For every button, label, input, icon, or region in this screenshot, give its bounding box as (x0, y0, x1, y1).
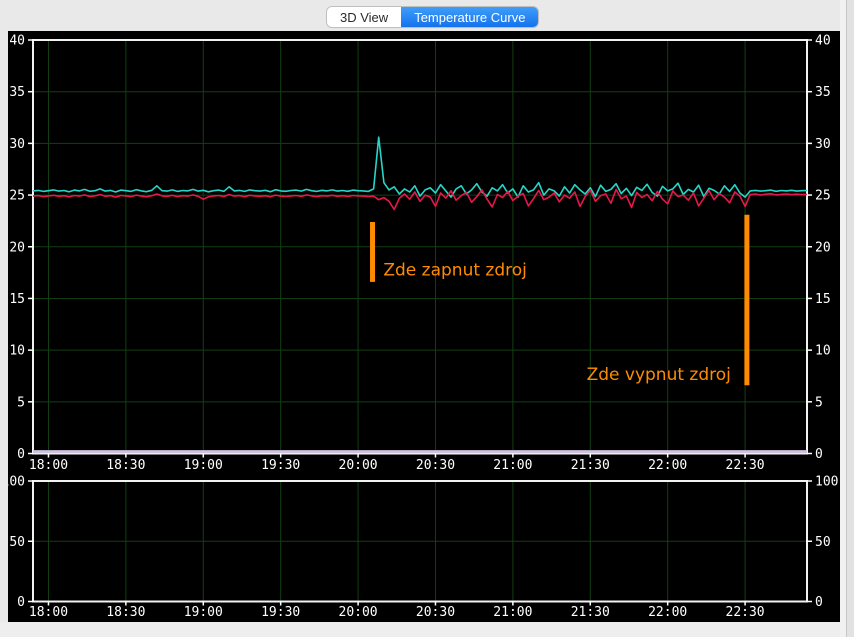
x-axis-label: 20:30 (416, 458, 455, 473)
y-axis-label-right: 0 (815, 595, 823, 610)
y-axis-label-right: 100 (815, 475, 838, 490)
view-tab-control: 3D View Temperature Curve (327, 7, 539, 27)
temperature-plot-svg: 0 0 5 5 10 10 15 15 20 20 25 25 30 30 35 35 40 40 18:00 18:… (8, 34, 838, 621)
y-axis-label-right: 50 (815, 535, 831, 550)
y-axis-label-left: 0 (17, 447, 25, 462)
y-axis-label-right: 30 (815, 137, 831, 152)
x-axis-label: 22:30 (726, 458, 765, 473)
y-axis-label-left: 20 (9, 240, 25, 255)
y-axis-label-left: 15 (9, 292, 25, 307)
y-axis-label-left: 100 (8, 475, 25, 490)
y-axis-label-left: 5 (17, 395, 25, 410)
y-axis-label-right: 15 (815, 292, 831, 307)
x-axis-label: 20:00 (339, 605, 378, 620)
x-axis-label: 18:30 (106, 458, 145, 473)
annotation-label: Zde vypnut zdroj (587, 365, 731, 385)
annotation-label: Zde zapnut zdroj (383, 261, 527, 281)
x-axis-label: 19:30 (261, 458, 300, 473)
y-axis-label-right: 20 (815, 240, 831, 255)
x-axis-label: 22:00 (648, 458, 687, 473)
x-axis-label: 21:30 (571, 458, 610, 473)
window-edge-line (846, 0, 847, 637)
x-axis-label: 22:30 (726, 605, 765, 620)
window-edge-strip (847, 0, 854, 637)
tab-temperature-curve[interactable]: Temperature Curve (401, 7, 539, 27)
x-axis-label: 21:30 (571, 605, 610, 620)
tab-3d-view[interactable]: 3D View (327, 7, 402, 27)
series-temperature-cyan (32, 136, 808, 198)
y-axis-label-right: 40 (815, 34, 831, 49)
y-axis-label-left: 40 (9, 34, 25, 49)
x-axis-label: 18:00 (29, 605, 68, 620)
y-axis-label-right: 25 (815, 189, 831, 204)
y-axis-label-left: 10 (9, 344, 25, 359)
x-axis-label: 19:30 (261, 605, 300, 620)
y-axis-label-left: 0 (17, 595, 25, 610)
y-axis-label-right: 10 (815, 344, 831, 359)
x-axis-label: 22:00 (648, 605, 687, 620)
y-axis-label-right: 35 (815, 85, 831, 100)
x-axis-label: 19:00 (184, 605, 223, 620)
x-axis-label: 20:00 (339, 458, 378, 473)
chart-canvas: 0 0 5 5 10 10 15 15 20 20 25 25 30 30 35 35 40 40 18:00 18:… (8, 31, 840, 622)
y-axis-label-left: 35 (9, 85, 25, 100)
y-axis-label-left: 50 (9, 535, 25, 550)
bottom-gutter (0, 622, 840, 637)
series-temperature-red (32, 188, 808, 211)
x-axis-label: 20:30 (416, 605, 455, 620)
y-axis-label-right: 0 (815, 447, 823, 462)
y-axis-label-left: 30 (9, 137, 25, 152)
x-axis-label: 21:00 (493, 458, 532, 473)
x-axis-label: 18:00 (29, 458, 68, 473)
y-axis-label-right: 5 (815, 395, 823, 410)
top-toolbar: 3D View Temperature Curve (0, 0, 854, 31)
x-axis-label: 18:30 (106, 605, 145, 620)
x-axis-label: 21:00 (493, 605, 532, 620)
x-axis-label: 19:00 (184, 458, 223, 473)
y-axis-label-left: 25 (9, 189, 25, 204)
right-gutter (840, 0, 846, 637)
